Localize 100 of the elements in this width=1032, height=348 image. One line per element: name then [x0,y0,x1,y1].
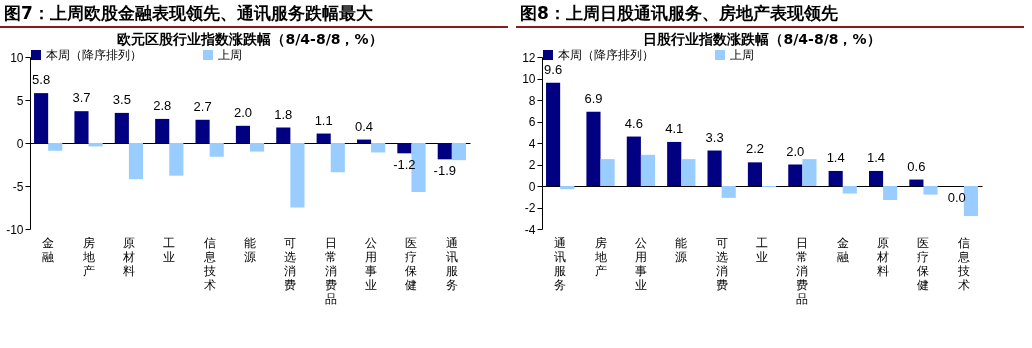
y-tick-label: 8 [528,93,536,108]
data-label: 5.8 [32,72,51,88]
bar [747,162,762,186]
bar [546,82,561,186]
data-label: 0.0 [947,190,966,205]
bar [276,127,291,143]
y-tick-label: 10 [522,72,536,86]
data-label: -1.2 [393,157,416,173]
bar [114,112,129,143]
bar [681,159,696,186]
bar [667,141,682,186]
x-tick-label: 原材料 [876,235,890,278]
bar [235,125,250,143]
x-tick-label: 房地产 [593,235,607,278]
bar [48,143,63,151]
bar [842,186,857,194]
y-tick-label: 2 [528,158,536,172]
bar [721,186,736,198]
bar [923,186,938,195]
data-label: 3.3 [705,129,724,145]
x-tick-label: 信息技术 [202,235,216,292]
x-tick-label: 能源 [675,235,688,264]
data-label: 1.8 [274,106,293,122]
data-label: 2.0 [786,143,805,159]
x-tick-label: 通讯服务 [554,235,567,292]
x-tick-label: 可选消费 [715,235,728,292]
y-tick-label: 0 [528,179,536,194]
legend-label: 本周（降序排列） [46,48,142,62]
data-label: 0.4 [355,118,374,134]
x-tick-label: 公用事业 [365,235,378,292]
y-tick-label: 5 [16,93,24,108]
x-tick-label: 信息技术 [956,235,970,292]
bar [209,143,224,157]
bar [250,143,265,152]
bar [437,143,452,160]
bar [600,159,615,186]
bar [707,150,722,186]
bar [909,179,924,186]
y-tick-label: 6 [528,115,536,129]
data-label: 6.9 [584,90,603,106]
bar [560,186,575,190]
y-tick-label: -10 [6,222,24,237]
data-label: 3.7 [72,90,91,106]
bar [74,111,89,143]
data-label: 9.6 [544,61,563,77]
x-tick-label: 医疗保健 [917,235,930,292]
y-tick-label: 12 [522,50,536,65]
chart-subtitle: 日股行业指数涨跌幅（8/4-8/8，%） [643,31,881,47]
x-tick-label: 金融 [836,235,849,264]
bar [626,136,641,186]
data-label: 1.4 [826,149,845,165]
x-tick-label: 可选消费 [284,235,297,292]
bar [128,143,144,180]
y-tick-label: 4 [528,136,536,151]
bar [290,143,305,208]
data-label: 0.6 [907,158,926,174]
bar [330,143,345,173]
y-tick-label: -4 [524,222,536,237]
bar [316,133,331,143]
x-tick-label: 公用事业 [634,235,647,292]
x-tick-label: 工业 [163,235,176,264]
bar [155,118,170,143]
data-label: 2.7 [193,98,212,114]
data-label: 1.1 [314,112,333,128]
y-tick-label: 10 [10,50,24,65]
legend-label: 上周 [218,48,242,62]
bar [802,159,817,186]
bar [828,170,843,186]
data-label: 1.4 [867,149,886,165]
bar [868,170,884,186]
x-tick-label: 日常消费品 [796,235,809,306]
chart-title: 图8：上周日股通讯服务、房地产表现领先 [516,0,1024,28]
bar [451,143,466,161]
bar [195,119,210,143]
data-label: 4.6 [624,115,643,131]
x-tick-label: 医疗保健 [405,235,418,292]
x-tick-label: 日常消费品 [324,235,337,306]
legend-label: 上周 [730,48,754,62]
bar [788,164,803,186]
bar [883,186,898,200]
x-tick-label: 原材料 [121,235,135,278]
bar [169,143,184,176]
bar [397,143,412,154]
bar [34,93,49,143]
data-label: 2.8 [153,97,172,113]
data-label: 4.1 [665,120,684,136]
bar [371,143,386,153]
chart-subtitle: 欧元区股行业指数涨跌幅（8/4-8/8，%） [117,31,383,47]
x-tick-label: 房地产 [81,235,95,278]
data-label: 2.2 [745,141,764,157]
x-tick-label: 能源 [244,235,256,264]
data-label: 3.5 [112,91,131,107]
x-tick-label: 金融 [42,235,55,264]
bar [586,111,601,186]
y-tick-label: 0 [16,136,24,151]
data-label: -1.9 [433,163,456,179]
data-label: 2.0 [233,104,252,120]
x-tick-label: 通讯服务 [445,235,458,292]
y-tick-label: -5 [12,179,24,194]
chart-title: 图7：上周欧股金融表现领先、通讯服务跌幅最大 [0,0,508,28]
